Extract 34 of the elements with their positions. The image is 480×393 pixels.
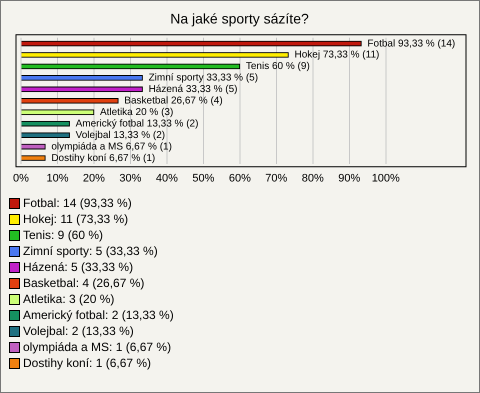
- category-label: Zimní sporty 33,33 % (5): [148, 72, 258, 84]
- chart-title: Na jaké sporty sázíte?: [170, 10, 309, 26]
- category-label: olympiáda a MS 6,67 % (1): [51, 141, 172, 152]
- text: Atletika: 3 (20 %): [23, 291, 114, 307]
- text: Volejbal: 2 (13,33 %): [23, 323, 134, 339]
- category-label: Tenis 60 % (9): [246, 61, 310, 72]
- text: Hokej: 11 (73,33 %): [23, 211, 128, 227]
- category-label: Basketbal 26,67 % (4): [124, 96, 223, 107]
- category-label: Házená 33,33 % (5): [148, 84, 238, 96]
- category-label: Volejbal 13,33 % (2): [76, 130, 166, 141]
- x-tick-label: 100%: [372, 172, 400, 184]
- category-label: Dostihy koní 6,67 % (1): [51, 152, 156, 164]
- x-tick-label: 40%: [156, 172, 178, 184]
- text: olympiáda a MS: 1 (6,67 %): [23, 339, 172, 355]
- x-tick-label: 20%: [82, 172, 106, 184]
- category-label: Atletika 20 % (3): [100, 107, 174, 118]
- text: Americký fotbal: 2 (13,33 %): [23, 307, 174, 323]
- x-tick-label: 10%: [46, 172, 69, 184]
- x-tick-label: 80%: [302, 172, 324, 184]
- text: Tenis: 9 (60 %): [23, 227, 104, 243]
- x-tick-label: 0%: [13, 172, 30, 184]
- x-tick-label: 70%: [265, 172, 288, 184]
- category-label: Hokej 73,33 % (11): [294, 50, 380, 61]
- text: Basketbal: 4 (26,67 %): [23, 275, 144, 291]
- category-label: Americký fotbal 13,33 % (2): [76, 118, 198, 130]
- text: Dostihy koní: 1 (6,67 %): [23, 355, 152, 371]
- text: Zimní sporty: 5 (33,33 %): [23, 243, 158, 259]
- x-tick-label: 50%: [192, 172, 215, 184]
- x-tick-label: 90%: [338, 172, 360, 184]
- category-label: Fotbal 93,33 % (14): [367, 38, 456, 50]
- text: Fotbal: 14 (93,33 %): [23, 195, 132, 211]
- text: Házená: 5 (33,33 %): [23, 259, 134, 275]
- x-tick-label: 30%: [119, 172, 142, 184]
- x-tick-label: 60%: [228, 172, 252, 184]
